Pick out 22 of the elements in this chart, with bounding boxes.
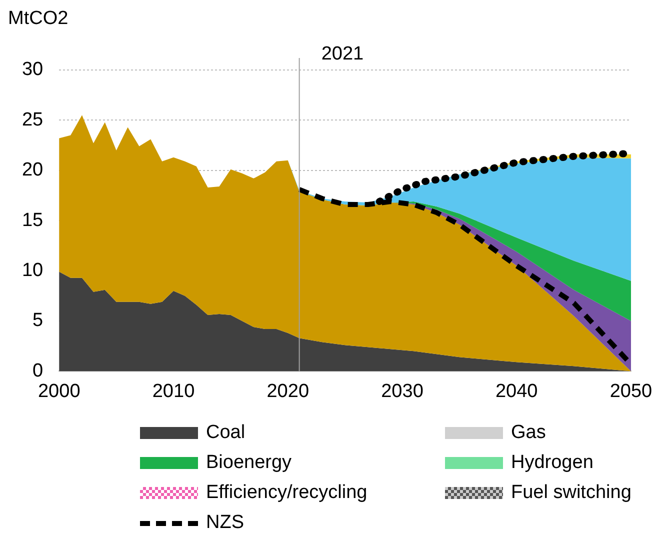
x-tick-label: 2050 (610, 380, 652, 402)
text: Hydrogen (511, 452, 594, 474)
y-tick-label: 30 (22, 59, 44, 80)
y-axis-title: MtCO2 (8, 8, 68, 30)
x-tick-label: 2040 (495, 380, 538, 402)
legend-label: Bioenergy (206, 452, 292, 474)
x-tick-label: 2010 (152, 380, 195, 402)
text: Fuel switching (511, 482, 632, 504)
x-tick-label: 2020 (266, 380, 310, 402)
x-tick-label: 2030 (381, 380, 424, 402)
x-tick-label: 2000 (38, 380, 80, 402)
y-tick-label: 10 (22, 260, 44, 282)
y-tick-label: 0 (32, 360, 44, 382)
text: Efficiency/recycling (206, 482, 368, 504)
ref-line-label: 2021 (321, 44, 364, 65)
y-tick-label: 25 (22, 109, 44, 130)
legend-label: NZS (206, 512, 244, 534)
y-tick-label: 5 (32, 310, 44, 332)
y-tick-label: 15 (22, 210, 44, 231)
text: Gas (511, 422, 546, 444)
legend-label: Coal (206, 422, 246, 444)
y-tick-label: 20 (22, 160, 44, 181)
